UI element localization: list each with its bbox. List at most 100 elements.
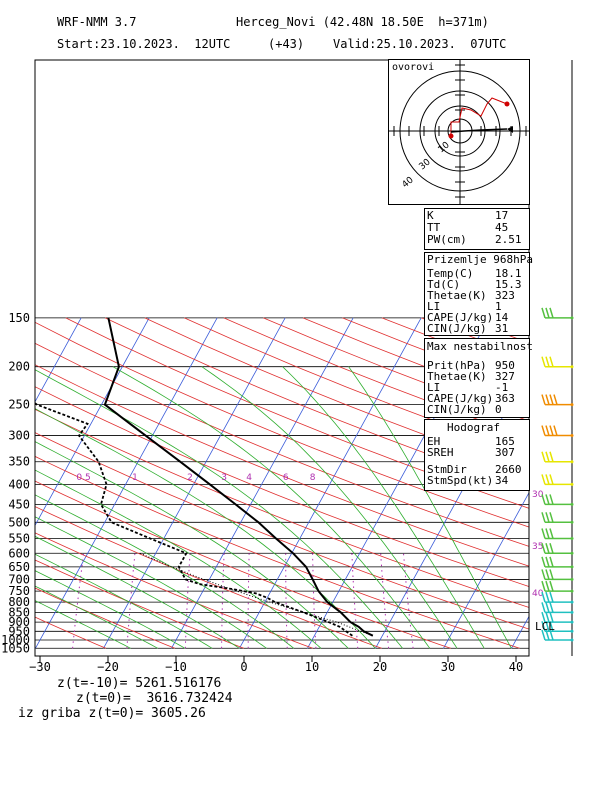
moist-adiabat — [112, 366, 431, 649]
footer-z-zero: z(t=0)= 3616.732424 — [76, 691, 233, 706]
moist-adiabat — [35, 570, 186, 649]
moist-adiabat — [35, 494, 295, 649]
moist-adiabat — [35, 441, 349, 649]
model-title: WRF-NMM 3.7 — [57, 15, 137, 29]
hodo-stmdir-value: 2660 — [495, 463, 522, 476]
dry-adiabat — [35, 364, 529, 567]
forecast-lead: (+43) — [268, 37, 305, 51]
pressure-tick-label: 800 — [8, 595, 30, 609]
series-line-dewpoint — [35, 402, 353, 637]
isotherm-line — [443, 491, 529, 649]
hodograph-panel: 10 30 40 ovorovi — [388, 59, 530, 205]
mixing-ratio-label: 3 — [221, 473, 227, 483]
wind-barb — [541, 591, 574, 604]
mixing-ratio-label: 0.5 — [76, 473, 90, 483]
hodo-eh-value: 165 — [495, 435, 515, 448]
hodo-eh-label: EH — [427, 435, 441, 448]
pressure-tick-label: 1050 — [1, 641, 30, 655]
mixing-ratio-line — [247, 553, 250, 649]
wind-barb — [541, 474, 574, 486]
parcel-curve — [139, 552, 373, 637]
dry-adiabat — [35, 321, 529, 528]
temp-tick-label: 40 — [509, 660, 523, 674]
moist-adiabat — [35, 585, 158, 649]
temp-tick-label: 0 — [240, 660, 247, 674]
maxinst-title: Max nestabilnost — [427, 340, 533, 353]
wind-barb — [541, 356, 574, 369]
pressure-tick-label: 850 — [8, 605, 30, 619]
dry-adiabat — [35, 408, 529, 608]
maxinst-cape-value: 363 — [495, 392, 515, 405]
pressure-tick-label: 550 — [8, 531, 30, 545]
dry-adiabat — [35, 342, 529, 547]
moist-adiabat — [35, 369, 403, 649]
dry-adiabat — [35, 532, 313, 649]
wind-barb — [541, 494, 574, 506]
wind-barb — [541, 528, 574, 540]
mixing-ratio-line — [285, 553, 288, 649]
dry-adiabat — [35, 506, 382, 649]
surface-td-label: Td(C) — [427, 278, 461, 291]
theta-e-label: 30 — [532, 490, 544, 500]
pressure-tick-label: 900 — [8, 615, 30, 629]
pressure-tick-label: 750 — [8, 584, 30, 598]
maxinst-prit-label: Prit(hPa) — [427, 359, 487, 372]
surface-cin-label: CIN(J/kg) — [427, 322, 487, 335]
maxinst-prit-value: 950 — [495, 359, 515, 372]
pressure-tick-label: 1000 — [1, 633, 30, 647]
mixing-ratio-label: 8 — [310, 473, 316, 483]
dry-adiabat — [35, 455, 520, 649]
hodo-sreh-label: SREH — [427, 446, 454, 459]
theta-e-label: 40 — [532, 589, 544, 599]
series-line-temperature — [103, 317, 374, 637]
run-start: Start:23.10.2023. 12UTC — [57, 37, 231, 51]
indices-hodograph: Hodograf EH 165 SREH 307 StmDir 2660 Stm… — [424, 419, 530, 491]
hodo-ring-10: 10 — [437, 140, 452, 155]
isotherm-line — [239, 317, 422, 649]
moist-adiabat — [201, 366, 458, 649]
moist-adiabat — [348, 366, 512, 649]
pressure-tick-label: 200 — [8, 360, 30, 374]
maxinst-cin-label: CIN(J/kg) — [427, 403, 487, 416]
maxinst-thetae-label: Thetae(K) — [427, 370, 487, 383]
surface-thetae-label: Thetae(K) — [427, 289, 487, 302]
mixing-ratio-line — [72, 553, 85, 649]
dry-adiabat — [35, 559, 244, 649]
surface-cape-label: CAPE(J/kg) — [427, 311, 494, 324]
idx-k-value: 17 — [495, 209, 509, 222]
pressure-tick-label: 400 — [8, 477, 30, 491]
indices-surface: Prizemlje 968hPa Temp(C) 18.1 Td(C) 15.3… — [424, 252, 533, 336]
idx-pw-label: PW(cm) — [427, 233, 467, 246]
surface-thetae-value: 323 — [495, 289, 515, 302]
valid-time: Valid:25.10.2023. 07UTC — [333, 37, 507, 51]
pressure-tick-label: 250 — [8, 398, 30, 412]
dry-adiabat — [35, 616, 107, 649]
surface-li-label: LI — [427, 300, 441, 313]
wind-barb — [541, 611, 574, 624]
pressure-tick-label: 600 — [8, 546, 30, 560]
dry-adiabat — [105, 317, 529, 491]
moist-adiabat — [35, 553, 213, 649]
wind-barb — [541, 621, 574, 633]
temp-tick-label: −30 — [29, 660, 51, 674]
moist-adiabat — [35, 600, 131, 649]
surface-temp-value: 18.1 — [495, 267, 522, 280]
surface-temp-label: Temp(C) — [427, 267, 474, 280]
isotherm-line — [35, 317, 218, 649]
hodo-ring-40: 40 — [401, 175, 416, 190]
moist-adiabat — [282, 366, 485, 649]
indices-stability: K 17 TT 45 PW(cm) 2.51 — [424, 208, 530, 250]
isotherm-line — [579, 318, 600, 648]
hodo-sreh-value: 307 — [495, 446, 515, 459]
dry-adiabat — [35, 386, 529, 587]
dry-adiabat — [35, 432, 529, 630]
hodo-stmspd-value: 34 — [495, 474, 509, 487]
pressure-tick-label: 650 — [8, 560, 30, 574]
pressure-tick-label: 450 — [8, 497, 30, 511]
pressure-tick-label: 950 — [8, 624, 30, 638]
wind-barb — [541, 556, 574, 569]
wind-barb — [541, 580, 574, 593]
idx-pw-value: 2.51 — [495, 233, 522, 246]
surface-cape-value: 14 — [495, 311, 509, 324]
